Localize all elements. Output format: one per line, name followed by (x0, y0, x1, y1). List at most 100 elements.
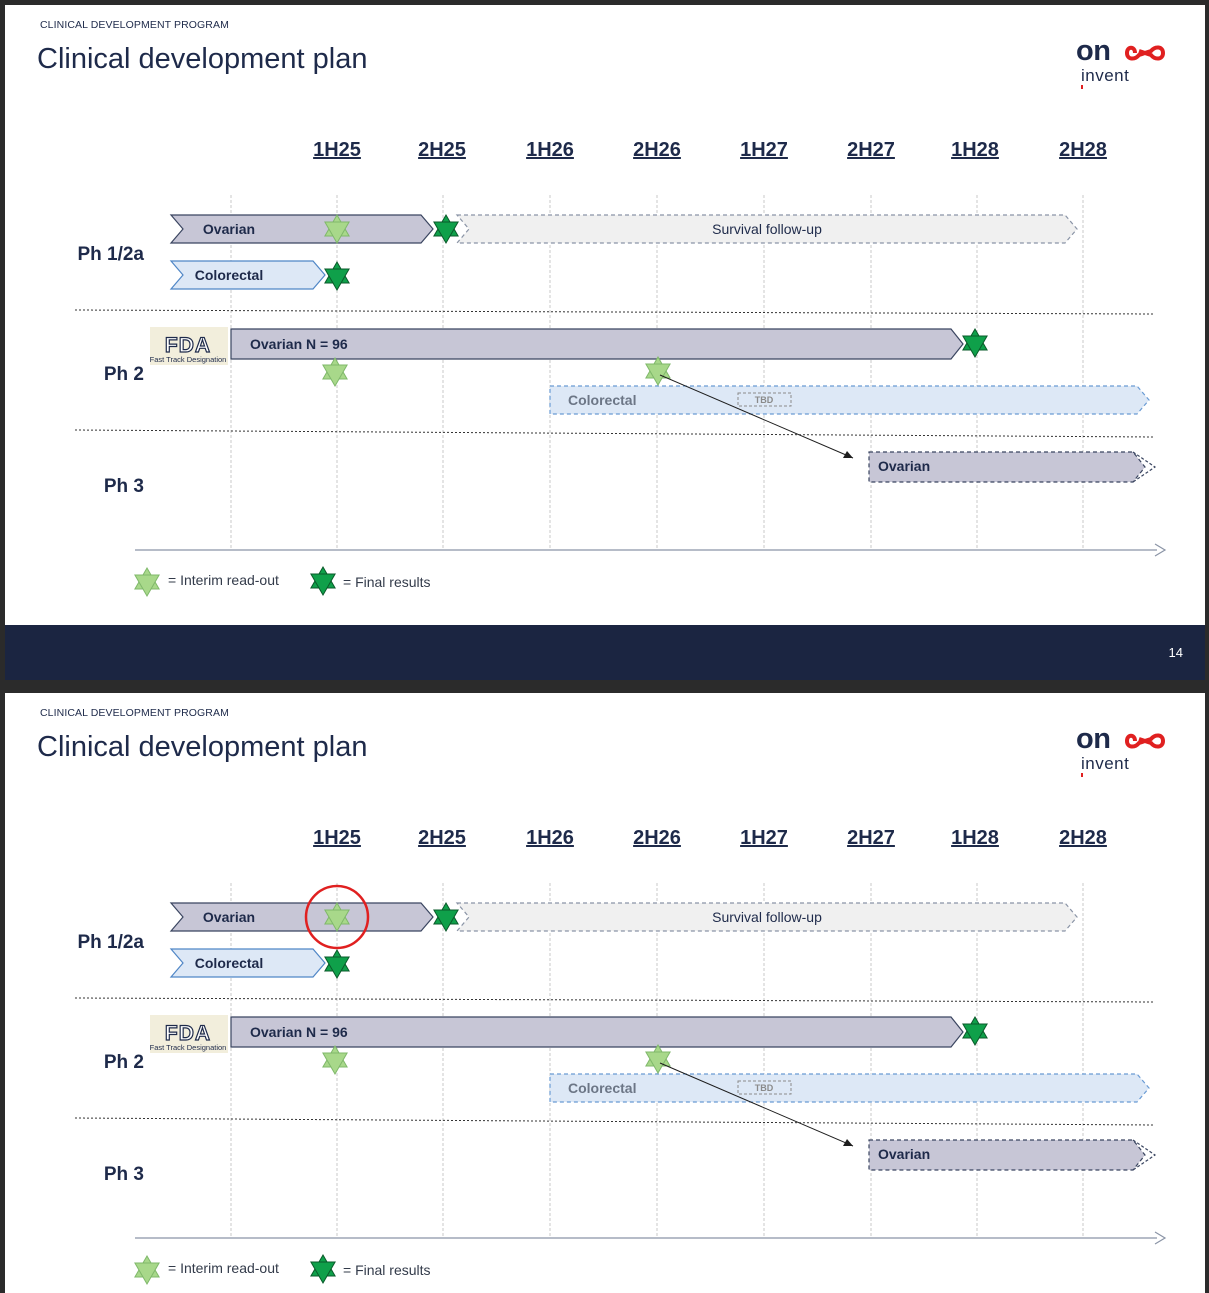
fda-logo-icon: FDA (165, 334, 211, 357)
bar-label-ph1-ovarian: Ovarian (203, 909, 255, 925)
legend-interim-label: = Interim read-out (168, 1260, 279, 1276)
transition-arrowhead-icon (843, 451, 853, 458)
bar-label-ph3-ovarian: Ovarian (878, 458, 930, 474)
legend-final-star-icon (310, 1253, 336, 1285)
bar-ph3-ovarian (868, 1139, 1146, 1171)
gantt-chart: 1H25 2H25 1H26 2H26 1H27 2H27 1H28 2H28 Ph 1/2a P… (74, 139, 1167, 598)
legend-interim-star-icon (134, 566, 160, 598)
phase-separator (74, 1117, 1154, 1126)
logo-infinity-icon (1124, 733, 1166, 749)
logo-infinity-icon (1124, 45, 1166, 61)
bar-ph2-ovarian (230, 328, 964, 360)
bar-ph1-colorectal (169, 948, 326, 978)
timeline-period-label: 2H28 (1059, 139, 1107, 161)
legend-interim-star-icon (134, 1254, 160, 1286)
time-axis-arrow-icon (1154, 1231, 1167, 1245)
timeline-period-label: 1H26 (526, 827, 574, 849)
section-tag: CLINICAL DEVELOPMENT PROGRAM (40, 707, 229, 719)
slide-1: CLINICAL DEVELOPMENT PROGRAM Clinical de… (5, 5, 1205, 625)
bar-ph2-colorectal (549, 385, 1150, 415)
timeline-period-label: 1H25 (313, 827, 361, 849)
timeline-period-label: 1H26 (526, 139, 574, 161)
phase-separator (74, 309, 1154, 315)
final-results-star-icon (433, 901, 459, 933)
tbd-label: TBD (755, 1083, 774, 1093)
bar-ph1-survival-follow-up (455, 214, 1078, 244)
bar-ph1-survival-follow-up (455, 902, 1078, 932)
fda-badge-background (150, 1015, 228, 1053)
bar-ph1-colorectal (169, 260, 326, 290)
legend-interim-label: = Interim read-out (168, 572, 279, 588)
tbd-label: TBD (755, 395, 774, 405)
bar-label-ph3-ovarian: Ovarian (878, 1146, 930, 1162)
highlight-circle (304, 884, 370, 950)
phase-label: Ph 2 (104, 1052, 144, 1073)
final-results-star-icon (962, 327, 988, 359)
bar-ph3-continuation-chevron-icon (1132, 1139, 1157, 1171)
bar-ph1-ovarian (169, 214, 434, 244)
phase-label: Ph 3 (104, 1164, 144, 1185)
phase-separator (74, 429, 1154, 438)
timeline-period-label: 2H26 (633, 139, 681, 161)
bar-label-ph1-colorectal: Colorectal (195, 955, 263, 971)
oncoinvent-logo: on invent (1073, 35, 1173, 97)
logo-red-mark (1081, 85, 1083, 89)
fda-badge-background (150, 327, 228, 365)
timeline-period-label: 2H25 (418, 827, 466, 849)
transition-arrowhead-icon (843, 1139, 853, 1146)
legend-final-label: = Final results (343, 1262, 431, 1278)
bar-label-ph2-ovarian: Ovarian N = 96 (250, 1024, 348, 1040)
fda-logo-icon: FDA (165, 1022, 211, 1045)
legend-final-label: = Final results (343, 574, 431, 590)
timeline-period-label: 1H28 (951, 827, 999, 849)
bar-label-ph2-colorectal: Colorectal (568, 1080, 636, 1096)
page-title: Clinical development plan (37, 43, 368, 75)
logo-text-invent: invent (1081, 754, 1130, 773)
time-axis-arrow-icon (1154, 543, 1167, 557)
interim-readout-star-icon (645, 1043, 671, 1075)
bar-label-ph1-survival: Survival follow-up (712, 221, 822, 237)
page-title: Clinical development plan (37, 731, 368, 763)
timeline-period-label: 1H25 (313, 139, 361, 161)
timeline-period-label: 1H27 (740, 139, 788, 161)
logo-text-onco: on (1076, 723, 1111, 755)
tbd-box (737, 1080, 792, 1095)
bar-ph2-ovarian (230, 1016, 964, 1048)
slide-footer-bar: 14 (5, 625, 1205, 680)
final-results-star-icon (324, 948, 350, 980)
bar-ph2-colorectal (549, 1073, 1150, 1103)
legend-final-star-icon (310, 565, 336, 597)
interim-readout-star-icon (322, 356, 348, 388)
section-tag: CLINICAL DEVELOPMENT PROGRAM (40, 19, 229, 31)
transition-arrow (659, 1062, 854, 1147)
final-results-star-icon (324, 260, 350, 292)
logo-red-mark (1081, 773, 1083, 777)
bar-label-ph1-colorectal: Colorectal (195, 267, 263, 283)
bar-label-ph1-ovarian: Ovarian (203, 221, 255, 237)
tbd-box (737, 392, 792, 407)
timeline-period-label: 1H27 (740, 827, 788, 849)
transition-arrow (659, 374, 854, 459)
timeline-period-label: 2H26 (633, 827, 681, 849)
phase-separator (74, 997, 1154, 1003)
logo-text-onco: on (1076, 35, 1111, 67)
final-results-star-icon (433, 213, 459, 245)
fda-badge-caption: Fast Track Designation (150, 355, 227, 364)
interim-readout-star-icon (324, 901, 350, 933)
fda-badge-caption: Fast Track Designation (150, 1043, 227, 1052)
timeline-period-label: 2H25 (418, 139, 466, 161)
interim-readout-star-icon (322, 1044, 348, 1076)
bar-label-ph1-survival: Survival follow-up (712, 909, 822, 925)
interim-readout-star-icon (324, 213, 350, 245)
timeline-period-label: 1H28 (951, 139, 999, 161)
phase-label: Ph 3 (104, 476, 144, 497)
timeline-period-label: 2H27 (847, 827, 895, 849)
timeline-period-label: 2H28 (1059, 827, 1107, 849)
bar-ph3-continuation-chevron-icon (1132, 451, 1157, 483)
phase-label: Ph 1/2a (77, 932, 144, 953)
slide-2: CLINICAL DEVELOPMENT PROGRAM Clinical de… (5, 693, 1205, 1293)
oncoinvent-logo: on invent (1073, 723, 1173, 785)
logo-text-invent: invent (1081, 66, 1130, 85)
final-results-star-icon (962, 1015, 988, 1047)
page-number: 14 (1168, 645, 1183, 660)
